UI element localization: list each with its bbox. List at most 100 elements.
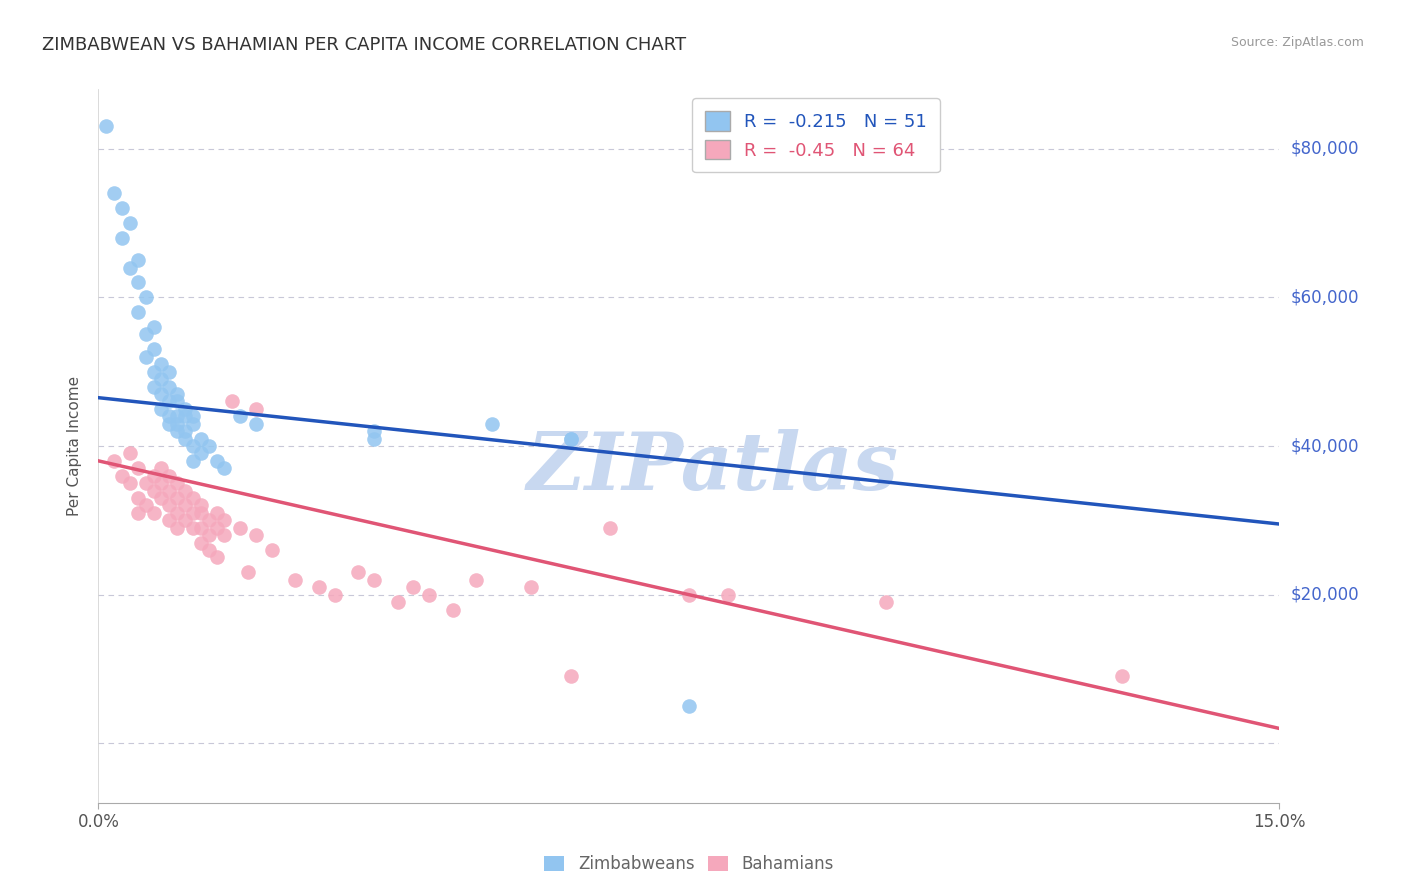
Point [166, 506, 188, 520]
Point [135, 290, 157, 304]
Point [157, 483, 180, 498]
Point [441, 602, 464, 616]
Point [323, 588, 346, 602]
Point [560, 432, 582, 446]
Point [127, 506, 149, 520]
Point [520, 580, 543, 594]
Point [142, 379, 165, 393]
Point [118, 446, 141, 460]
Point [205, 521, 228, 535]
Point [166, 491, 188, 505]
Point [599, 521, 621, 535]
Point [197, 543, 219, 558]
Point [127, 276, 149, 290]
Point [205, 454, 228, 468]
Point [363, 432, 385, 446]
Point [205, 550, 228, 565]
Point [157, 513, 180, 527]
Point [205, 506, 228, 520]
Text: ZIMBABWEAN VS BAHAMIAN PER CAPITA INCOME CORRELATION CHART: ZIMBABWEAN VS BAHAMIAN PER CAPITA INCOME… [42, 36, 686, 54]
Point [157, 468, 180, 483]
Point [560, 669, 582, 683]
Point [181, 491, 204, 505]
Point [157, 499, 180, 513]
Point [174, 401, 197, 416]
Text: $80,000: $80,000 [1291, 140, 1360, 158]
Point [157, 365, 180, 379]
Point [387, 595, 409, 609]
Point [135, 327, 157, 342]
Point [1111, 669, 1133, 683]
Point [221, 394, 243, 409]
Point [181, 409, 204, 424]
Point [236, 566, 259, 580]
Point [166, 424, 188, 438]
Point [190, 506, 212, 520]
Point [150, 491, 173, 505]
Point [150, 372, 173, 386]
Point [142, 365, 165, 379]
Point [118, 216, 141, 230]
Text: $20,000: $20,000 [1291, 586, 1360, 604]
Point [142, 468, 165, 483]
Point [197, 513, 219, 527]
Legend: Zimbabweans, Bahamians: Zimbabweans, Bahamians [537, 849, 841, 880]
Point [166, 417, 188, 431]
Point [174, 424, 197, 438]
Point [166, 409, 188, 424]
Point [214, 528, 236, 542]
Point [135, 476, 157, 491]
Point [560, 432, 582, 446]
Point [229, 409, 252, 424]
Point [181, 417, 204, 431]
Point [142, 343, 165, 357]
Point [142, 483, 165, 498]
Point [245, 401, 267, 416]
Point [127, 253, 149, 268]
Point [127, 491, 149, 505]
Point [181, 454, 204, 468]
Point [142, 320, 165, 334]
Point [166, 521, 188, 535]
Point [229, 521, 252, 535]
Point [103, 454, 125, 468]
Point [481, 417, 503, 431]
Text: $40,000: $40,000 [1291, 437, 1360, 455]
Point [190, 446, 212, 460]
Point [214, 513, 236, 527]
Point [190, 499, 212, 513]
Point [150, 401, 173, 416]
Point [157, 379, 180, 393]
Point [174, 499, 197, 513]
Point [260, 543, 283, 558]
Point [118, 260, 141, 275]
Point [150, 387, 173, 401]
Point [363, 573, 385, 587]
Point [245, 417, 267, 431]
Point [181, 506, 204, 520]
Point [174, 432, 197, 446]
Point [181, 439, 204, 453]
Point [678, 699, 700, 714]
Point [181, 521, 204, 535]
Point [127, 461, 149, 475]
Point [308, 580, 330, 594]
Point [166, 476, 188, 491]
Point [284, 573, 307, 587]
Point [197, 439, 219, 453]
Point [166, 387, 188, 401]
Point [363, 424, 385, 438]
Point [418, 588, 440, 602]
Point [111, 201, 134, 215]
Point [197, 528, 219, 542]
Point [103, 186, 125, 201]
Point [717, 588, 740, 602]
Point [135, 350, 157, 364]
Point [157, 394, 180, 409]
Point [190, 432, 212, 446]
Point [111, 231, 134, 245]
Point [96, 120, 118, 134]
Point [245, 528, 267, 542]
Point [174, 409, 197, 424]
Point [214, 461, 236, 475]
